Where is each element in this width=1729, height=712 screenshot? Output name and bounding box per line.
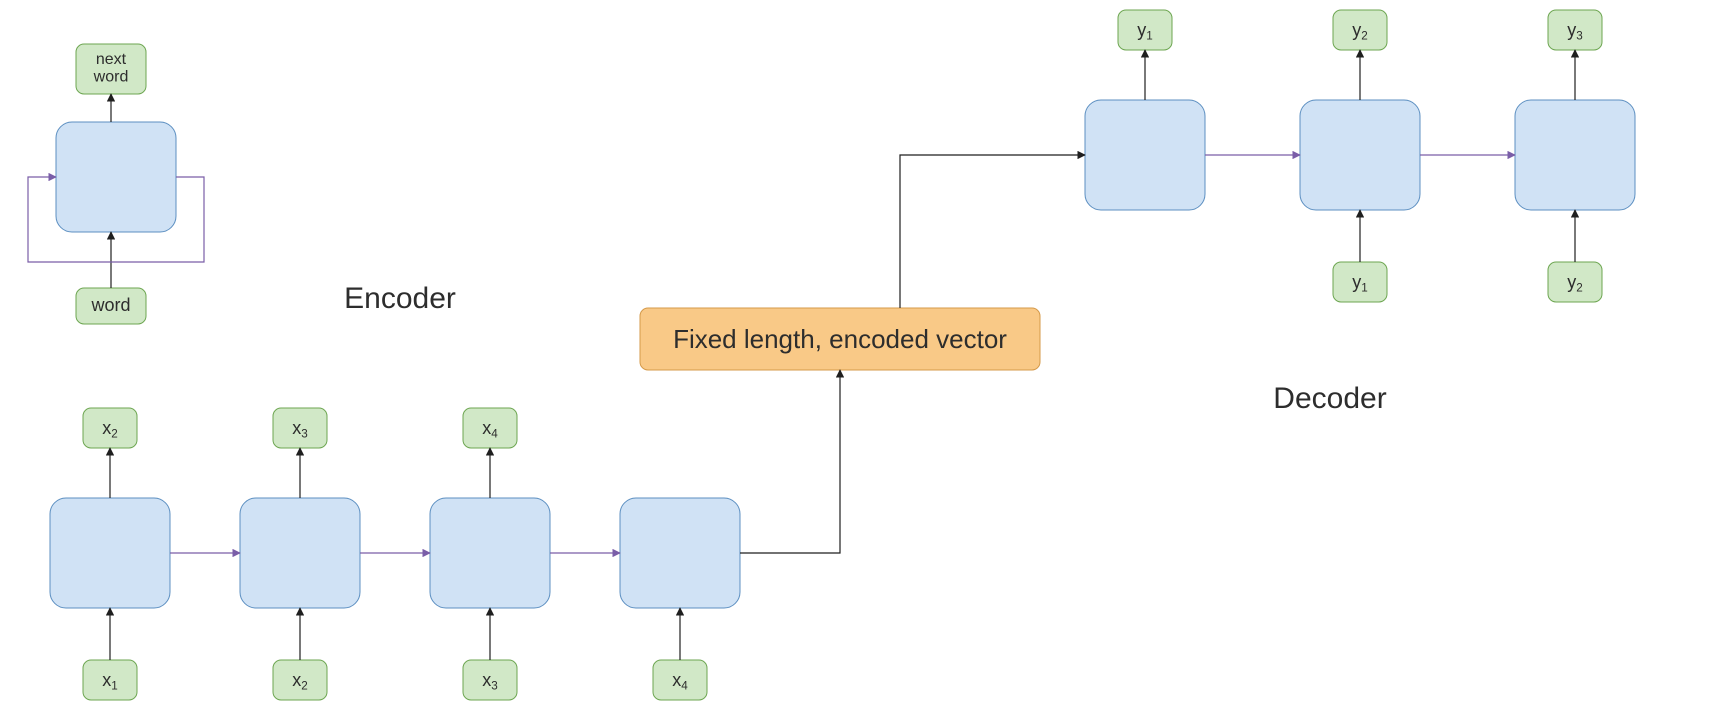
decoder-cell-2 [1300, 100, 1420, 210]
encoder-cell-2 [240, 498, 360, 608]
decoder-cell-3 [1515, 100, 1635, 210]
arrow-vector-to-dec [900, 155, 1085, 308]
rnn-cell-top [56, 122, 176, 232]
arrow-enc-to-vector [740, 370, 840, 553]
decoder-cell-1 [1085, 100, 1205, 210]
encoder-label: Encoder [344, 282, 456, 315]
decoder-label: Decoder [1273, 382, 1386, 415]
encoder-cell-1 [50, 498, 170, 608]
encoder-cell-3 [430, 498, 550, 608]
encoded-vector-label: Fixed length, encoded vector [673, 324, 1007, 354]
token-next-word-label: nextword [93, 51, 129, 86]
encoder-cell-4 [620, 498, 740, 608]
token-word-label: word [90, 295, 130, 315]
